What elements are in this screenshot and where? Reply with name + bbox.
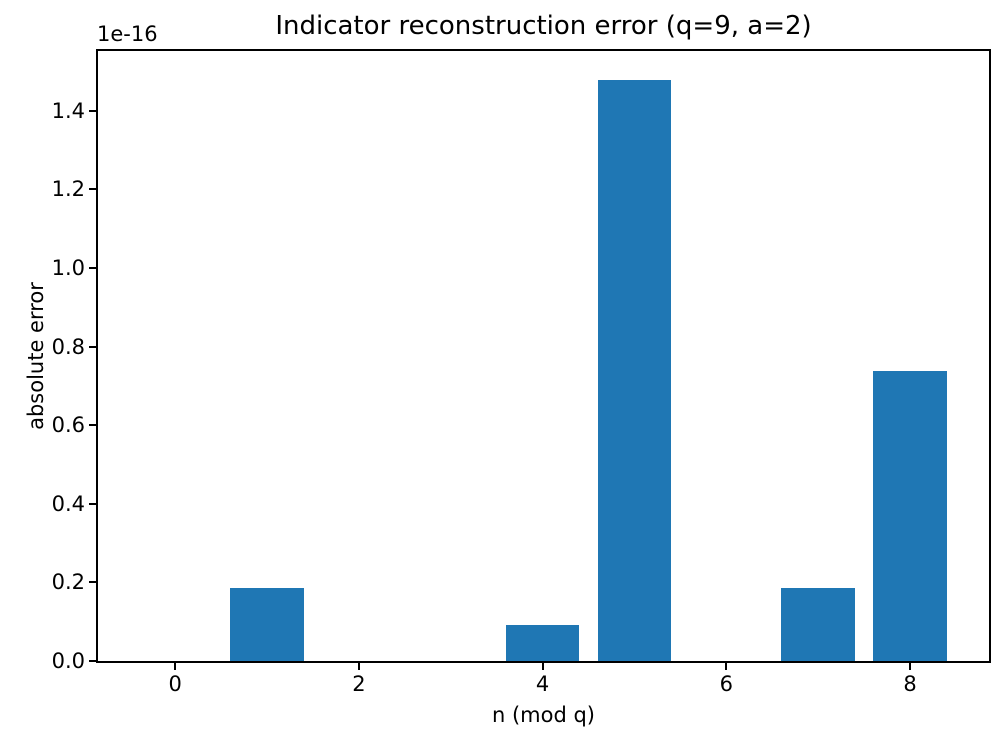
x-tick-label-8: 8 xyxy=(903,672,917,696)
y-tick-label-0.4: 0.4 xyxy=(51,491,85,516)
y-tick-label-0.0: 0.0 xyxy=(51,649,85,673)
y-tick-mark-0.6 xyxy=(89,424,96,427)
bar-n1 xyxy=(230,588,304,661)
x-axis-label: n (mod q) xyxy=(491,703,595,727)
plot-area xyxy=(96,49,991,663)
y-tick-mark-0.2 xyxy=(89,581,96,584)
x-tick-mark-4 xyxy=(541,663,544,670)
x-tick-mark-2 xyxy=(357,663,360,670)
x-tick-label-2: 2 xyxy=(352,672,366,696)
y-tick-mark-0.8 xyxy=(89,345,96,348)
y-tick-label-0.8: 0.8 xyxy=(51,334,85,359)
bar-n5 xyxy=(597,80,672,661)
y-tick-label-0.6: 0.6 xyxy=(51,413,85,438)
chart-title: Indicator reconstruction error (q=9, a=2… xyxy=(275,11,812,41)
y-tick-label-1.2: 1.2 xyxy=(51,177,85,202)
bar-n4 xyxy=(505,624,580,661)
y-tick-mark-0.4 xyxy=(89,502,96,505)
bar-n7 xyxy=(781,588,855,661)
y-tick-label-1.4: 1.4 xyxy=(51,98,85,123)
x-tick-mark-8 xyxy=(909,663,911,670)
y-tick-label-1.0: 1.0 xyxy=(51,256,85,280)
x-tick-label-0: 0 xyxy=(168,672,182,696)
x-tick-mark-6 xyxy=(725,663,728,670)
x-tick-label-4: 4 xyxy=(535,672,550,696)
y-tick-mark-1.0 xyxy=(89,267,96,269)
y-tick-mark-0.0 xyxy=(89,660,96,662)
x-tick-label-6: 6 xyxy=(719,672,733,696)
x-tick-mark-0 xyxy=(174,663,177,670)
y-tick-mark-1.4 xyxy=(89,109,96,112)
y-tick-label-0.2: 0.2 xyxy=(51,570,85,595)
y-axis-offset-text: 1e-16 xyxy=(97,22,158,46)
bar-n8 xyxy=(873,370,947,661)
y-tick-mark-1.2 xyxy=(89,188,96,191)
